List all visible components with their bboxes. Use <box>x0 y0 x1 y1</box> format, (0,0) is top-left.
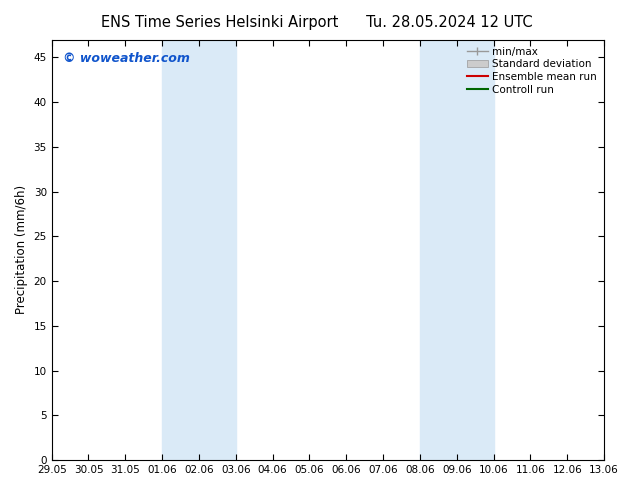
Text: ENS Time Series Helsinki Airport      Tu. 28.05.2024 12 UTC: ENS Time Series Helsinki Airport Tu. 28.… <box>101 15 533 30</box>
Bar <box>162 40 236 460</box>
Legend: min/max, Standard deviation, Ensemble mean run, Controll run: min/max, Standard deviation, Ensemble me… <box>465 45 599 97</box>
Text: © woweather.com: © woweather.com <box>63 52 190 65</box>
Bar <box>420 40 494 460</box>
Y-axis label: Precipitation (mm/6h): Precipitation (mm/6h) <box>15 185 28 315</box>
